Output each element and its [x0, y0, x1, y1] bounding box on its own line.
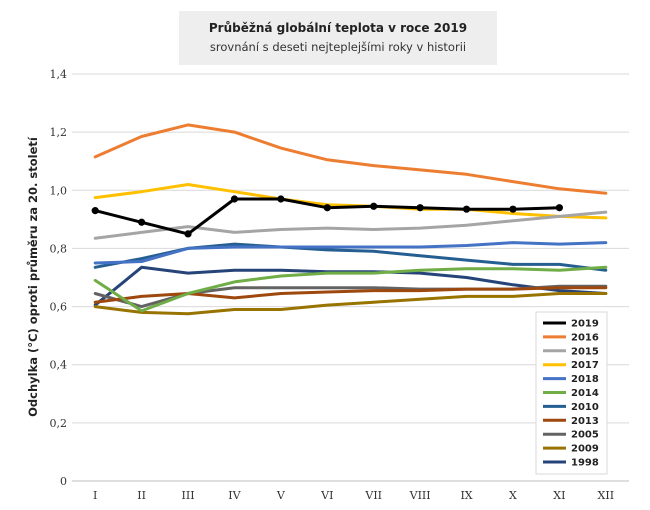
legend-label-2014: 2014 — [571, 388, 599, 399]
data-point-2019 — [230, 195, 239, 203]
series-2015 — [93, 210, 608, 240]
legend-label-2013: 2013 — [571, 416, 599, 427]
series-2019 — [91, 195, 563, 238]
data-point-2019 — [416, 204, 424, 212]
chart-title: Průběžná globální teplota v roce 2019 — [209, 21, 467, 35]
x-tick-label: I — [93, 489, 97, 502]
y-tick-label: 0,6 — [50, 301, 68, 314]
series-line-2016 — [93, 123, 608, 195]
series-line-2017 — [93, 183, 608, 220]
legend-label-2015: 2015 — [571, 346, 599, 357]
x-tick-label: VI — [320, 489, 333, 502]
y-tick-label: 1,4 — [50, 68, 68, 81]
data-point-2019 — [138, 218, 146, 226]
data-point-2019 — [91, 207, 99, 215]
series-line-2013 — [93, 286, 608, 304]
legend-label-2016: 2016 — [571, 332, 599, 343]
y-tick-label: 0,4 — [50, 359, 68, 372]
legend-label-2019: 2019 — [571, 319, 599, 330]
data-point-2019 — [277, 195, 285, 203]
y-tick-labels: 0 0,2 0,4 0,6 0,8 1,0 1,2 1,4 — [50, 68, 68, 488]
series-2009 — [93, 292, 608, 316]
x-tick-label: VIII — [409, 489, 431, 502]
legend-label-2009: 2009 — [571, 444, 599, 455]
x-tick-label: X — [509, 489, 517, 502]
x-tick-label: IV — [228, 489, 241, 502]
data-point-2019 — [462, 205, 471, 213]
series-2016 — [93, 123, 608, 195]
series-layer — [91, 123, 608, 316]
legend-label-2018: 2018 — [571, 374, 599, 385]
y-axis-label: Odchylka (°C) oproti průměru za 20. stol… — [26, 136, 40, 417]
legend-label-2017: 2017 — [571, 360, 599, 371]
y-tick-label: 0,2 — [50, 417, 68, 430]
x-tick-label: IX — [460, 489, 472, 502]
series-2013 — [93, 286, 608, 304]
data-point-2019 — [184, 230, 192, 238]
series-line-2015 — [93, 210, 608, 240]
series-line-2014 — [93, 265, 608, 313]
x-tick-label: II — [137, 489, 146, 502]
legend-label-2010: 2010 — [571, 402, 599, 413]
y-tick-label: 0,8 — [50, 242, 68, 255]
series-2014 — [93, 265, 608, 313]
data-point-2019 — [323, 204, 331, 212]
x-tick-label: XII — [598, 489, 615, 502]
title-box — [179, 11, 497, 65]
series-2017 — [93, 183, 608, 220]
x-tick-label: XI — [553, 489, 565, 502]
legend-label-2005: 2005 — [571, 430, 599, 441]
data-point-2019 — [370, 202, 378, 210]
x-tick-label: VII — [364, 489, 382, 502]
y-tick-label: 1,2 — [50, 126, 68, 139]
y-tick-label: 0 — [60, 475, 67, 488]
series-2018 — [93, 241, 608, 265]
y-tick-label: 1,0 — [50, 184, 68, 197]
data-point-2019 — [555, 204, 563, 212]
chart-subtitle: srovnání s deseti nejteplejšími roky v h… — [210, 40, 466, 54]
x-tick-labels: I II III IV V VI VII VIII IX X XI XII — [93, 489, 614, 502]
series-line-2018 — [93, 241, 608, 265]
x-tick-label: V — [276, 489, 286, 502]
series-line-2009 — [93, 292, 608, 316]
legend: 2019 2016 2015 2017 2018 2014 2010 2013 2005 2009… — [535, 311, 608, 475]
data-point-2019 — [509, 205, 517, 213]
legend-label-1998: 1998 — [571, 458, 599, 469]
x-tick-label: III — [182, 489, 195, 502]
